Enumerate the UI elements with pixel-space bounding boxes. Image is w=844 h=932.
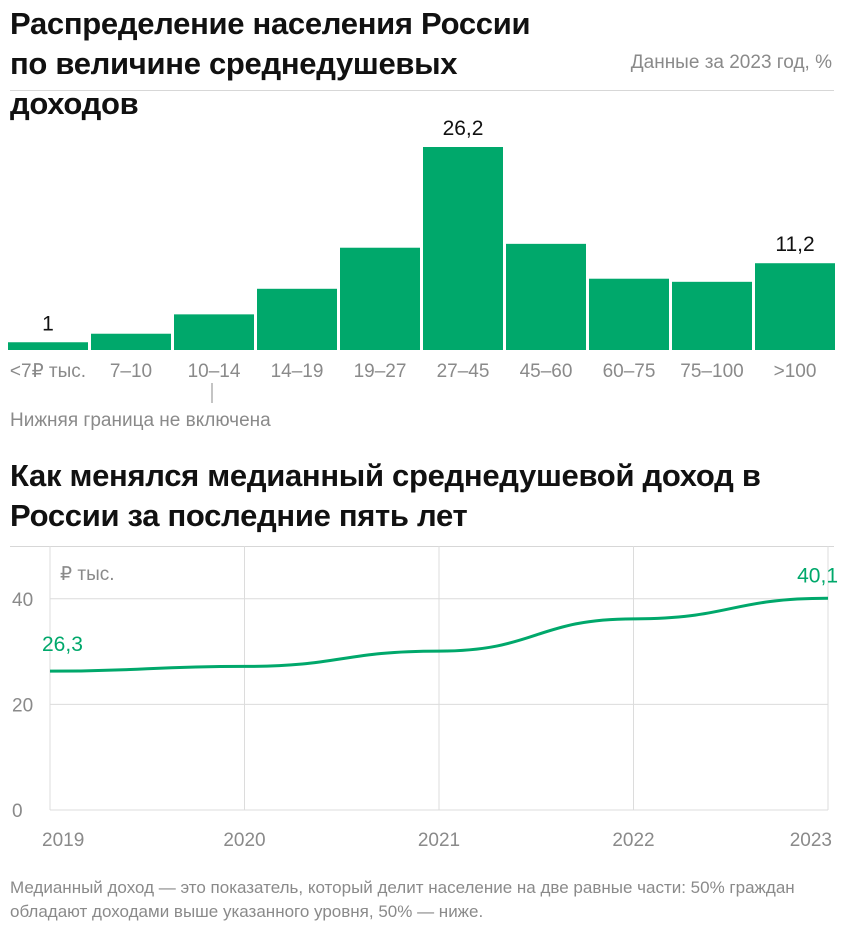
y-tick-label: 0 <box>12 801 23 822</box>
bar-value-label: 11,2 <box>775 233 814 256</box>
income-line <box>49 596 829 673</box>
x-tick-label: 10–14 <box>188 361 241 382</box>
top-divider <box>10 90 834 91</box>
x-tick-label: 60–75 <box>603 361 656 382</box>
bar <box>257 288 337 350</box>
bar <box>589 278 669 350</box>
bar-value-label: 1 <box>42 312 54 335</box>
bar-chart-title: Распределение населения России по величи… <box>10 6 531 121</box>
x-tick-label: <7₽ тыс. <box>10 361 86 382</box>
annotation-note: Нижняя граница не включена <box>10 410 271 431</box>
x-tick-label: 19–27 <box>354 361 407 382</box>
line-chart: 0 20 40 ₽ тыс. 2019 2020 2021 2022 2023 26,3 40,1 <box>12 546 838 851</box>
x-tick-label: 75–100 <box>680 361 743 382</box>
line-chart-title: Как менялся медианный среднедушевой дохо… <box>10 458 761 533</box>
x-tick-label: >100 <box>774 361 817 382</box>
bar-value-label: 26,2 <box>443 117 484 140</box>
x-tick-label: 27–45 <box>437 361 490 382</box>
line-value-label: 40,1 <box>797 564 838 587</box>
bar-chart: <7₽ тыс. 1 7–10 10–14 14–19 19–27 27–45 26,2 45–… <box>8 117 835 431</box>
x-tick-label: 14–19 <box>271 361 324 382</box>
y-tick-label: 20 <box>12 695 33 716</box>
bar <box>91 333 171 350</box>
x-tick-label: 45–60 <box>520 361 573 382</box>
x-tick-label: 2019 <box>42 830 84 851</box>
bar <box>506 243 586 350</box>
bar <box>174 314 254 350</box>
bar <box>672 281 752 350</box>
bar <box>423 147 503 350</box>
bar-chart-subtitle: Данные за 2023 год, % <box>630 52 832 73</box>
line-chart-divider <box>10 546 834 547</box>
x-tick-label: 2021 <box>418 830 460 851</box>
line-value-label: 26,3 <box>42 633 83 656</box>
x-tick-label: 7–10 <box>110 361 152 382</box>
bar <box>755 263 835 350</box>
bar <box>340 247 420 350</box>
footnote: Медианный доход — это показатель, которы… <box>10 878 795 921</box>
x-tick-label: 2020 <box>223 830 265 851</box>
y-axis-unit: ₽ тыс. <box>60 564 115 585</box>
y-tick-label: 40 <box>12 590 33 611</box>
bar <box>8 342 88 350</box>
x-tick-label: 2023 <box>790 830 832 851</box>
x-tick-label: 2022 <box>612 830 654 851</box>
